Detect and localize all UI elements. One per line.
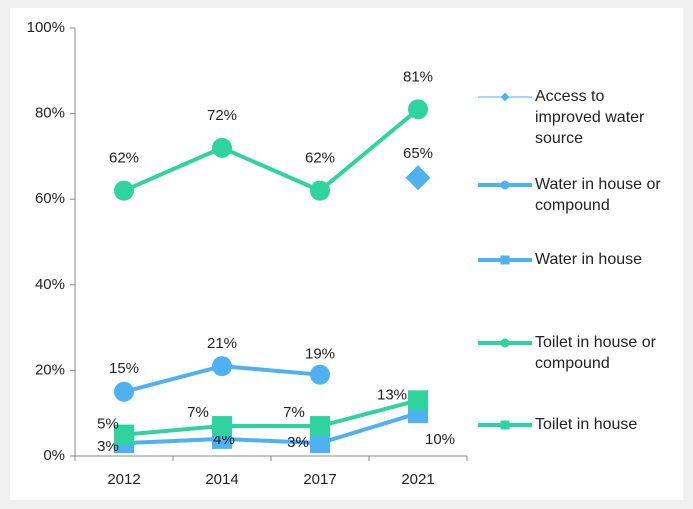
y-tick-label: 0% [43,447,65,464]
series-line [123,398,419,437]
data-label: 15% [109,360,139,377]
data-point [310,416,330,437]
data-point [310,180,330,201]
data-point [310,433,330,454]
x-tick-label: 2017 [303,471,336,488]
y-tick-label: 80% [35,105,65,122]
data-label: 62% [109,150,139,167]
data-point [212,356,232,377]
legend-marker [500,180,510,190]
legend-label: Access to improved water source [535,88,645,147]
data-point [405,165,431,191]
legend-label: Toilet in house or compound [535,334,656,372]
data-point [212,416,232,437]
data-label: 21% [207,335,237,352]
data-label: 13% [377,386,407,403]
x-tick-label: 2012 [107,471,140,488]
x-tick-label: 2021 [401,471,434,488]
data-point [114,381,134,402]
legend-marker [500,338,510,348]
series-line [123,411,419,446]
legend-marker [500,420,510,430]
legend-marker [500,92,510,102]
data-point [310,364,330,385]
data-point [408,99,428,120]
legend-marker [500,255,510,265]
data-label: 62% [305,150,335,167]
legend-label: Toilet in house [535,416,638,433]
data-label: 65% [403,145,433,162]
data-label: 7% [187,404,209,421]
y-tick-label: 100% [27,19,65,36]
y-tick-label: 20% [35,361,65,378]
x-tick-label: 2014 [205,471,238,488]
data-point [212,137,232,158]
data-label: 10% [425,431,455,448]
data-label: 81% [403,68,433,85]
legend-label: Water in house or compound [535,176,661,214]
data-label: 3% [287,434,309,451]
data-label: 7% [283,404,305,421]
data-point [114,180,134,201]
data-point [114,424,134,445]
y-tick-label: 40% [35,276,65,293]
data-point [408,390,428,411]
y-tick-label: 60% [35,190,65,207]
legend-label: Water in house [535,251,643,268]
series-line [123,107,420,193]
data-label: 19% [305,346,335,363]
data-label: 3% [97,438,119,455]
data-label: 72% [207,107,237,124]
data-label: 5% [97,416,119,433]
